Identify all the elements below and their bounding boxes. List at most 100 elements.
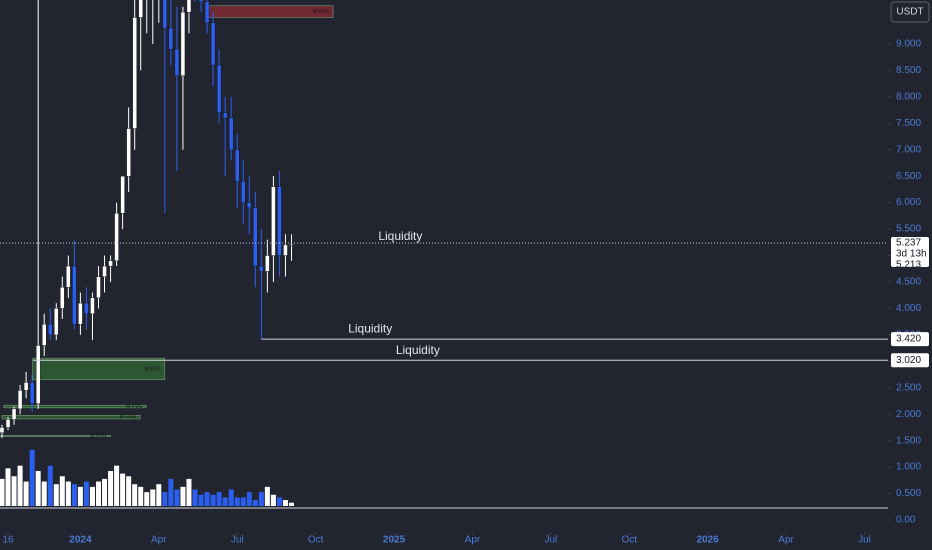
candle-body [174,48,180,76]
volume-bar [204,492,210,506]
candle-body [72,265,77,325]
candle-body [228,117,234,150]
volume-bar [59,476,65,506]
candle-body [289,244,294,246]
x-tick-label: Apr [465,535,481,546]
volume-bar [264,486,270,506]
volume-bar [192,489,198,506]
volume-bar [95,481,101,506]
volume-bar [234,497,240,506]
volume-bar [29,449,35,506]
volume-bar [102,478,108,506]
volume-bar [35,470,41,506]
candle-body [216,64,222,113]
volume-bar [252,500,258,506]
candle-body [222,112,228,119]
volume-bar [210,494,216,506]
countdown: 3d 13h [896,249,927,260]
annotation: Liquidity [396,343,440,357]
candle-body [253,207,258,267]
volume-bar [71,484,77,506]
candle-body [186,0,192,13]
volume-bar [89,486,95,506]
candle-body [42,324,47,346]
volume-bar [126,476,132,506]
volume-bar [77,486,83,506]
volume-bar [174,489,180,506]
volume-bar [150,489,156,506]
y-tick-label: 5.500 [896,224,921,235]
last-close-label: 5.213 [896,260,921,271]
level-tag [891,353,929,368]
candle-body [84,302,89,314]
y-tick-label: 9.000 [896,39,921,50]
volume-bar [0,478,5,506]
y-tick-label: 6.000 [896,197,921,208]
y-tick-label: 2.500 [896,382,921,393]
candle-body [120,175,125,214]
price-tag [891,236,929,267]
y-tick-label: 0.00 [896,515,916,526]
candle-body [241,181,246,203]
candle-body [54,308,59,336]
candle-body [114,212,119,261]
x-tick-label: 16 [2,535,14,546]
candle-body [11,408,17,420]
volume-bar [180,486,186,506]
volume-bar [276,497,282,506]
x-tick-label: Jul [231,535,244,546]
candle-body [108,260,113,267]
level-label: 3.020 [896,355,921,366]
volume-bar [5,468,11,506]
candle-body [48,324,53,336]
candle-body [265,255,270,272]
volume-bar [162,492,168,506]
x-tick-label: 2025 [383,535,406,546]
candle-body [5,419,11,428]
x-tick-label: 2026 [697,535,720,546]
volume-bar [186,478,192,506]
x-tick-label: Apr [151,535,167,546]
candle-body [78,302,83,325]
y-tick-label: 7.000 [896,144,921,155]
volume-bar [216,492,222,506]
fvg-zone [32,357,166,381]
candle-body [126,128,131,177]
volume-bar [120,473,126,506]
volume-bar [65,481,71,506]
level-label: 3.420 [896,334,921,345]
candle-body [60,287,65,309]
volume-bar [11,476,17,506]
candle-body [29,382,35,404]
y-tick-label: 0.500 [896,488,921,499]
candle-body [90,297,95,314]
y-tick-label: 8.000 [896,91,921,102]
candle-body [23,382,29,391]
x-tick-label: Oct [621,535,637,546]
fvg-label: W FVG [313,9,329,15]
volume-bar [108,470,114,506]
level-tag [891,332,929,347]
candle-body [0,427,5,433]
fvg-label: W FVG [144,366,160,372]
volume-bar [246,492,252,506]
volume-bar [156,484,162,506]
annotation: Liquidity [378,229,422,243]
candle-body [247,202,252,209]
x-tick-label: Apr [778,535,794,546]
fvg-label: W FVG [120,414,136,420]
last-price-label: 5.237 [896,238,921,249]
volume-bar [83,481,89,506]
currency: USDT [896,7,923,18]
currency-box [890,1,930,23]
volume-bar [258,492,264,506]
fvg-zone [1,415,141,420]
candle-body [210,22,216,66]
volume-bar [138,486,144,506]
volume-bar [270,494,276,506]
candle-body [198,0,204,2]
y-tick-label: 2.000 [896,409,921,420]
y-tick-label: 1.000 [896,462,921,473]
volume-bar [17,465,23,506]
